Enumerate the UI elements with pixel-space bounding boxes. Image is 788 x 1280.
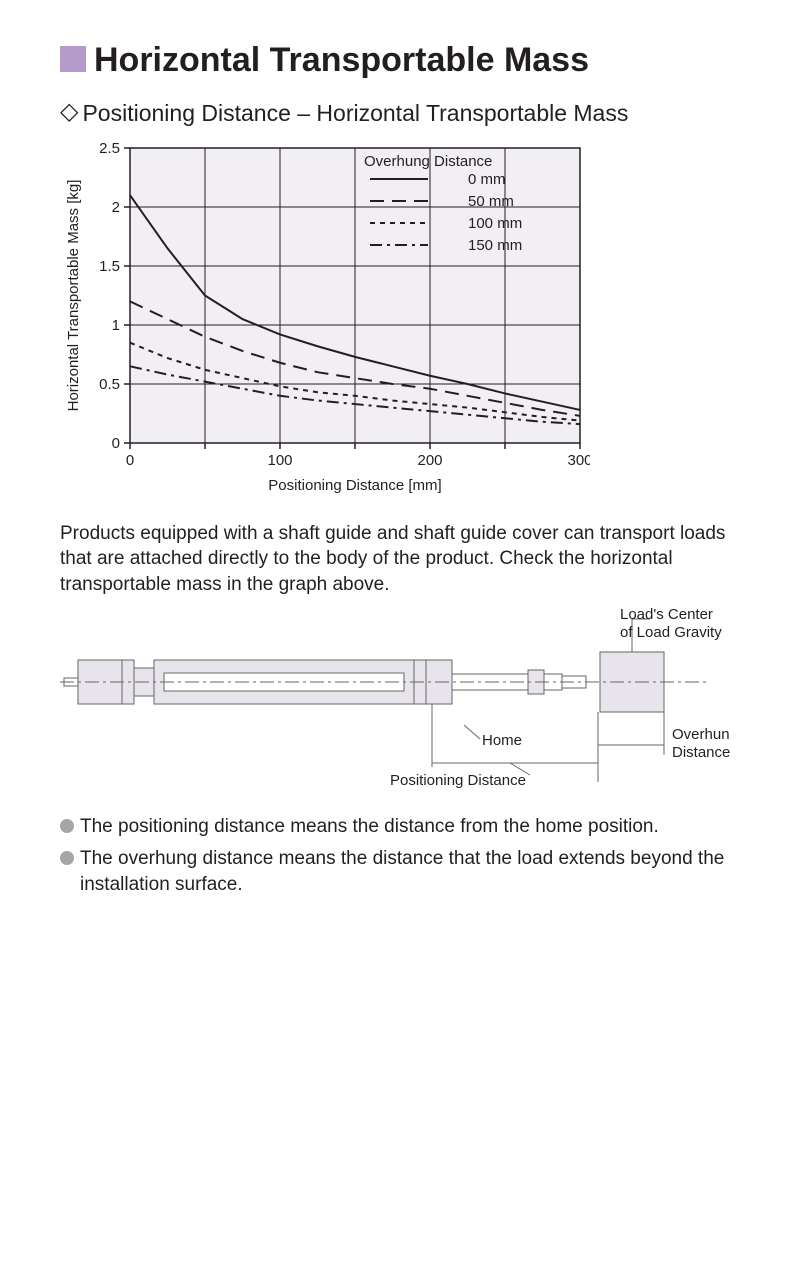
svg-text:Distance: Distance [672, 744, 730, 761]
description-paragraph: Products equipped with a shaft guide and… [60, 521, 728, 598]
svg-text:0.5: 0.5 [99, 376, 120, 393]
bullet-text: The positioning distance means the dista… [80, 814, 659, 840]
title-bullet-square [60, 46, 86, 72]
main-title: Horizontal Transportable Mass [94, 40, 589, 81]
subtitle: Positioning Distance – Horizontal Transp… [82, 99, 628, 128]
svg-text:Load's Center: Load's Center [620, 607, 713, 623]
bullet-dot-icon [60, 851, 74, 865]
svg-text:1: 1 [112, 317, 120, 334]
svg-text:Overhung Distance: Overhung Distance [364, 153, 492, 170]
svg-text:Overhung: Overhung [672, 726, 730, 743]
svg-text:Horizontal Transportable Mass: Horizontal Transportable Mass [kg] [65, 179, 82, 411]
svg-text:of Load Gravity: of Load Gravity [620, 624, 722, 641]
svg-text:150 mm: 150 mm [468, 237, 522, 254]
svg-text:300: 300 [567, 452, 590, 469]
svg-text:0 mm: 0 mm [468, 171, 506, 188]
svg-text:1.5: 1.5 [99, 258, 120, 275]
svg-text:0: 0 [112, 435, 120, 452]
bullet-text: The overhung distance means the distance… [80, 846, 728, 897]
diagram-container: Home Positioning Distance OverhungDistance… [60, 607, 728, 802]
bullet-list: The positioning distance means the dista… [60, 814, 728, 897]
svg-text:Positioning Distance [mm]: Positioning Distance [mm] [268, 477, 441, 494]
diamond-icon: ◇ [60, 99, 78, 125]
bullet-dot-icon [60, 819, 74, 833]
schematic-diagram: Home Positioning Distance OverhungDistance… [60, 607, 730, 797]
svg-text:Positioning Distance: Positioning Distance [390, 772, 526, 789]
svg-text:Home: Home [482, 732, 522, 749]
svg-text:100 mm: 100 mm [468, 215, 522, 232]
chart-container: 0 100 200 300 0 0.5 1 1.5 2 2.5 Positioning Distan… [60, 138, 728, 503]
svg-text:50 mm: 50 mm [468, 193, 514, 210]
svg-text:2.5: 2.5 [99, 140, 120, 157]
svg-text:2: 2 [112, 199, 120, 216]
svg-text:200: 200 [417, 452, 442, 469]
svg-text:0: 0 [126, 452, 134, 469]
bullet-item: The positioning distance means the dista… [60, 814, 728, 840]
line-chart: 0 100 200 300 0 0.5 1 1.5 2 2.5 Positioning Distan… [60, 138, 590, 498]
bullet-item: The overhung distance means the distance… [60, 846, 728, 897]
svg-text:100: 100 [267, 452, 292, 469]
